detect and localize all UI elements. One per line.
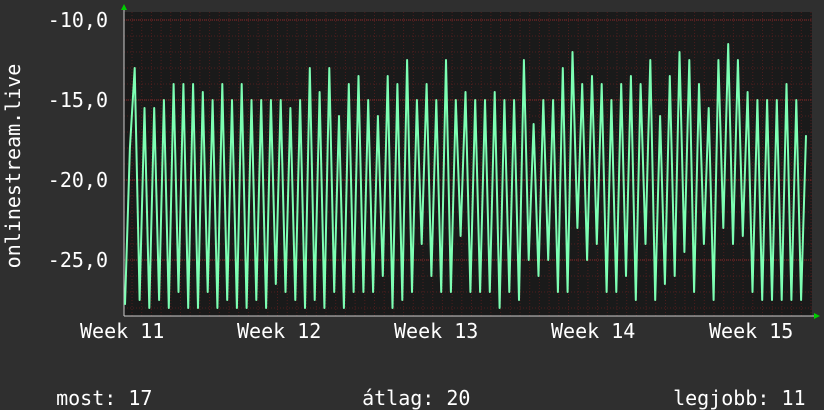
current-stat: most: 17: [32, 362, 152, 410]
series-group: [124, 43, 807, 309]
y-tick-labels: -10,0 -15,0 -20,0 -25,0: [48, 8, 108, 272]
x-tick-label: Week 13: [394, 319, 478, 343]
axes: [121, 4, 820, 319]
x-tick-label: Week 14: [551, 319, 635, 343]
best-label: legjobb:: [673, 386, 770, 410]
x-tick-label: Week 11: [80, 319, 164, 343]
x-axis-arrow: [814, 313, 820, 319]
y-tick-label: -15,0: [48, 88, 108, 112]
best-stat: legjobb: 11: [649, 362, 806, 410]
best-value: 11: [781, 386, 806, 410]
x-tick-label: Week 12: [237, 319, 321, 343]
series-line: [124, 43, 807, 309]
y-tick-label: -20,0: [48, 168, 108, 192]
current-label: most:: [56, 386, 117, 410]
current-value: 17: [128, 386, 153, 410]
average-stat: átlag: 20: [338, 362, 470, 410]
x-tick-label: Week 15: [709, 319, 793, 343]
y-tick-label: -10,0: [48, 8, 108, 32]
average-value: 20: [446, 386, 471, 410]
average-label: átlag:: [362, 386, 435, 410]
y-axis-arrow: [121, 4, 127, 10]
x-tick-labels: Week 11 Week 12 Week 13 Week 14 Week 15: [80, 319, 793, 343]
y-tick-label: -25,0: [48, 248, 108, 272]
y-axis-label: onlinestream.live: [1, 64, 25, 269]
